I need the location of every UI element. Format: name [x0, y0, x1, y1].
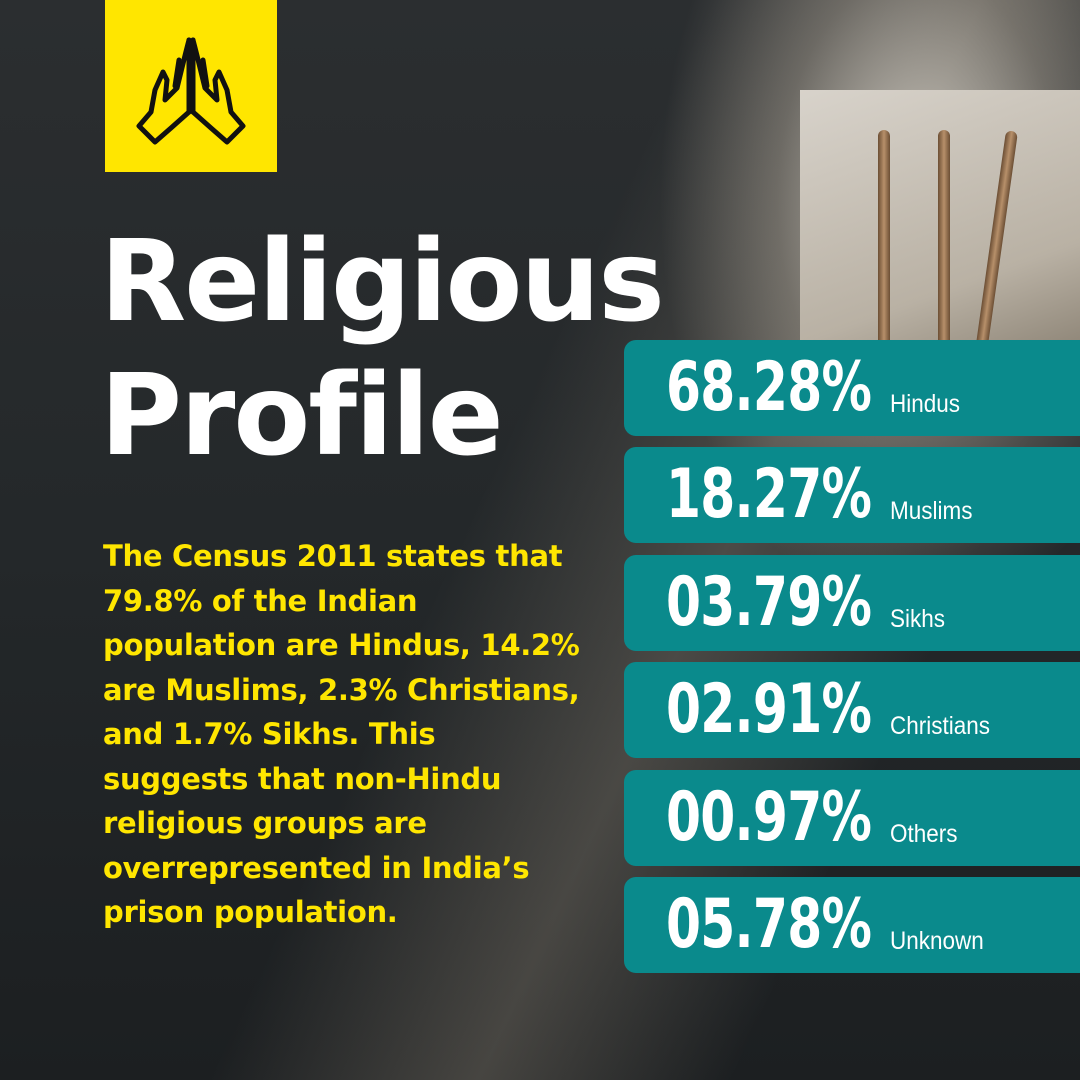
stat-item: 05.78% Unknown [624, 876, 1080, 973]
stats-list: 68.28% Hindus 18.27% Muslims 03.79% Sikhs 02.9… [624, 340, 1080, 984]
praying-hands-icon [136, 37, 246, 145]
window-bar [878, 130, 890, 360]
stat-value: 03.79% [666, 562, 872, 642]
title: Religious Profile [100, 217, 665, 481]
window-bar [938, 130, 950, 360]
stat-value: 00.97% [666, 777, 872, 857]
window-background [800, 90, 1080, 360]
stat-item: 00.97% Others [624, 769, 1080, 866]
stat-value: 18.27% [666, 455, 872, 535]
stat-value: 02.91% [666, 670, 872, 750]
window-bar [974, 130, 1018, 360]
stat-label: Muslims [890, 497, 973, 526]
stat-item: 18.27% Muslims [624, 447, 1080, 544]
stat-item: 02.91% Christians [624, 662, 1080, 759]
stat-label: Christians [890, 712, 991, 741]
stat-label: Sikhs [890, 604, 946, 633]
stat-label: Unknown [890, 926, 984, 955]
stat-item: 68.28% Hindus [624, 340, 1080, 436]
stat-item: 03.79% Sikhs [624, 554, 1080, 651]
stat-label: Hindus [890, 390, 961, 418]
body-text: The Census 2011 states that 79.8% of the… [103, 539, 580, 929]
stat-value: 68.28% [666, 348, 872, 427]
stat-label: Others [890, 819, 958, 848]
stat-value: 05.78% [666, 884, 872, 964]
logo [105, 0, 277, 172]
